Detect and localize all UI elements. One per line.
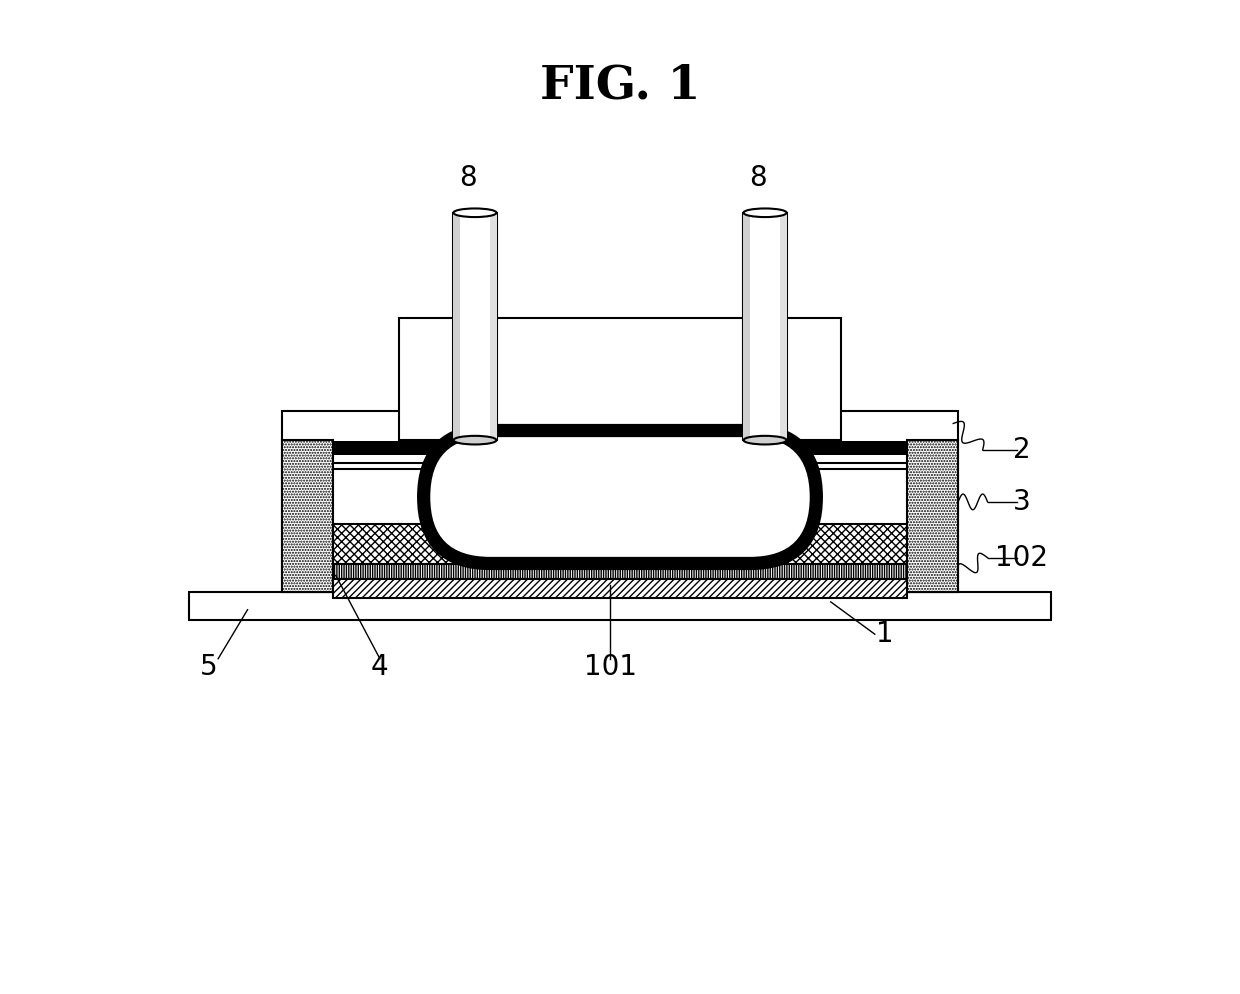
Text: 4: 4 <box>371 652 388 681</box>
Text: 8: 8 <box>749 164 768 193</box>
Bar <box>454 213 496 440</box>
Ellipse shape <box>744 209 786 217</box>
Bar <box>780 213 786 440</box>
Text: 101: 101 <box>584 652 636 681</box>
Text: 2: 2 <box>1013 436 1030 464</box>
Text: 3: 3 <box>1013 488 1030 516</box>
Bar <box>744 213 750 440</box>
Bar <box>454 213 460 440</box>
Ellipse shape <box>744 435 786 444</box>
FancyBboxPatch shape <box>429 435 811 559</box>
Text: 102: 102 <box>996 544 1048 572</box>
Bar <box>399 318 841 440</box>
Bar <box>332 441 908 455</box>
Bar <box>332 564 908 580</box>
Bar <box>281 440 332 592</box>
Text: FIG. 1: FIG. 1 <box>539 63 701 108</box>
Text: 5: 5 <box>200 652 217 681</box>
Ellipse shape <box>454 209 496 217</box>
Text: 1: 1 <box>875 620 894 648</box>
Bar <box>188 592 1052 619</box>
Bar <box>332 525 908 564</box>
Ellipse shape <box>454 435 496 444</box>
Bar <box>281 411 959 592</box>
Text: 8: 8 <box>459 164 477 193</box>
Bar <box>332 580 908 598</box>
Bar <box>744 213 786 440</box>
Bar <box>908 440 959 592</box>
Bar <box>490 213 496 440</box>
